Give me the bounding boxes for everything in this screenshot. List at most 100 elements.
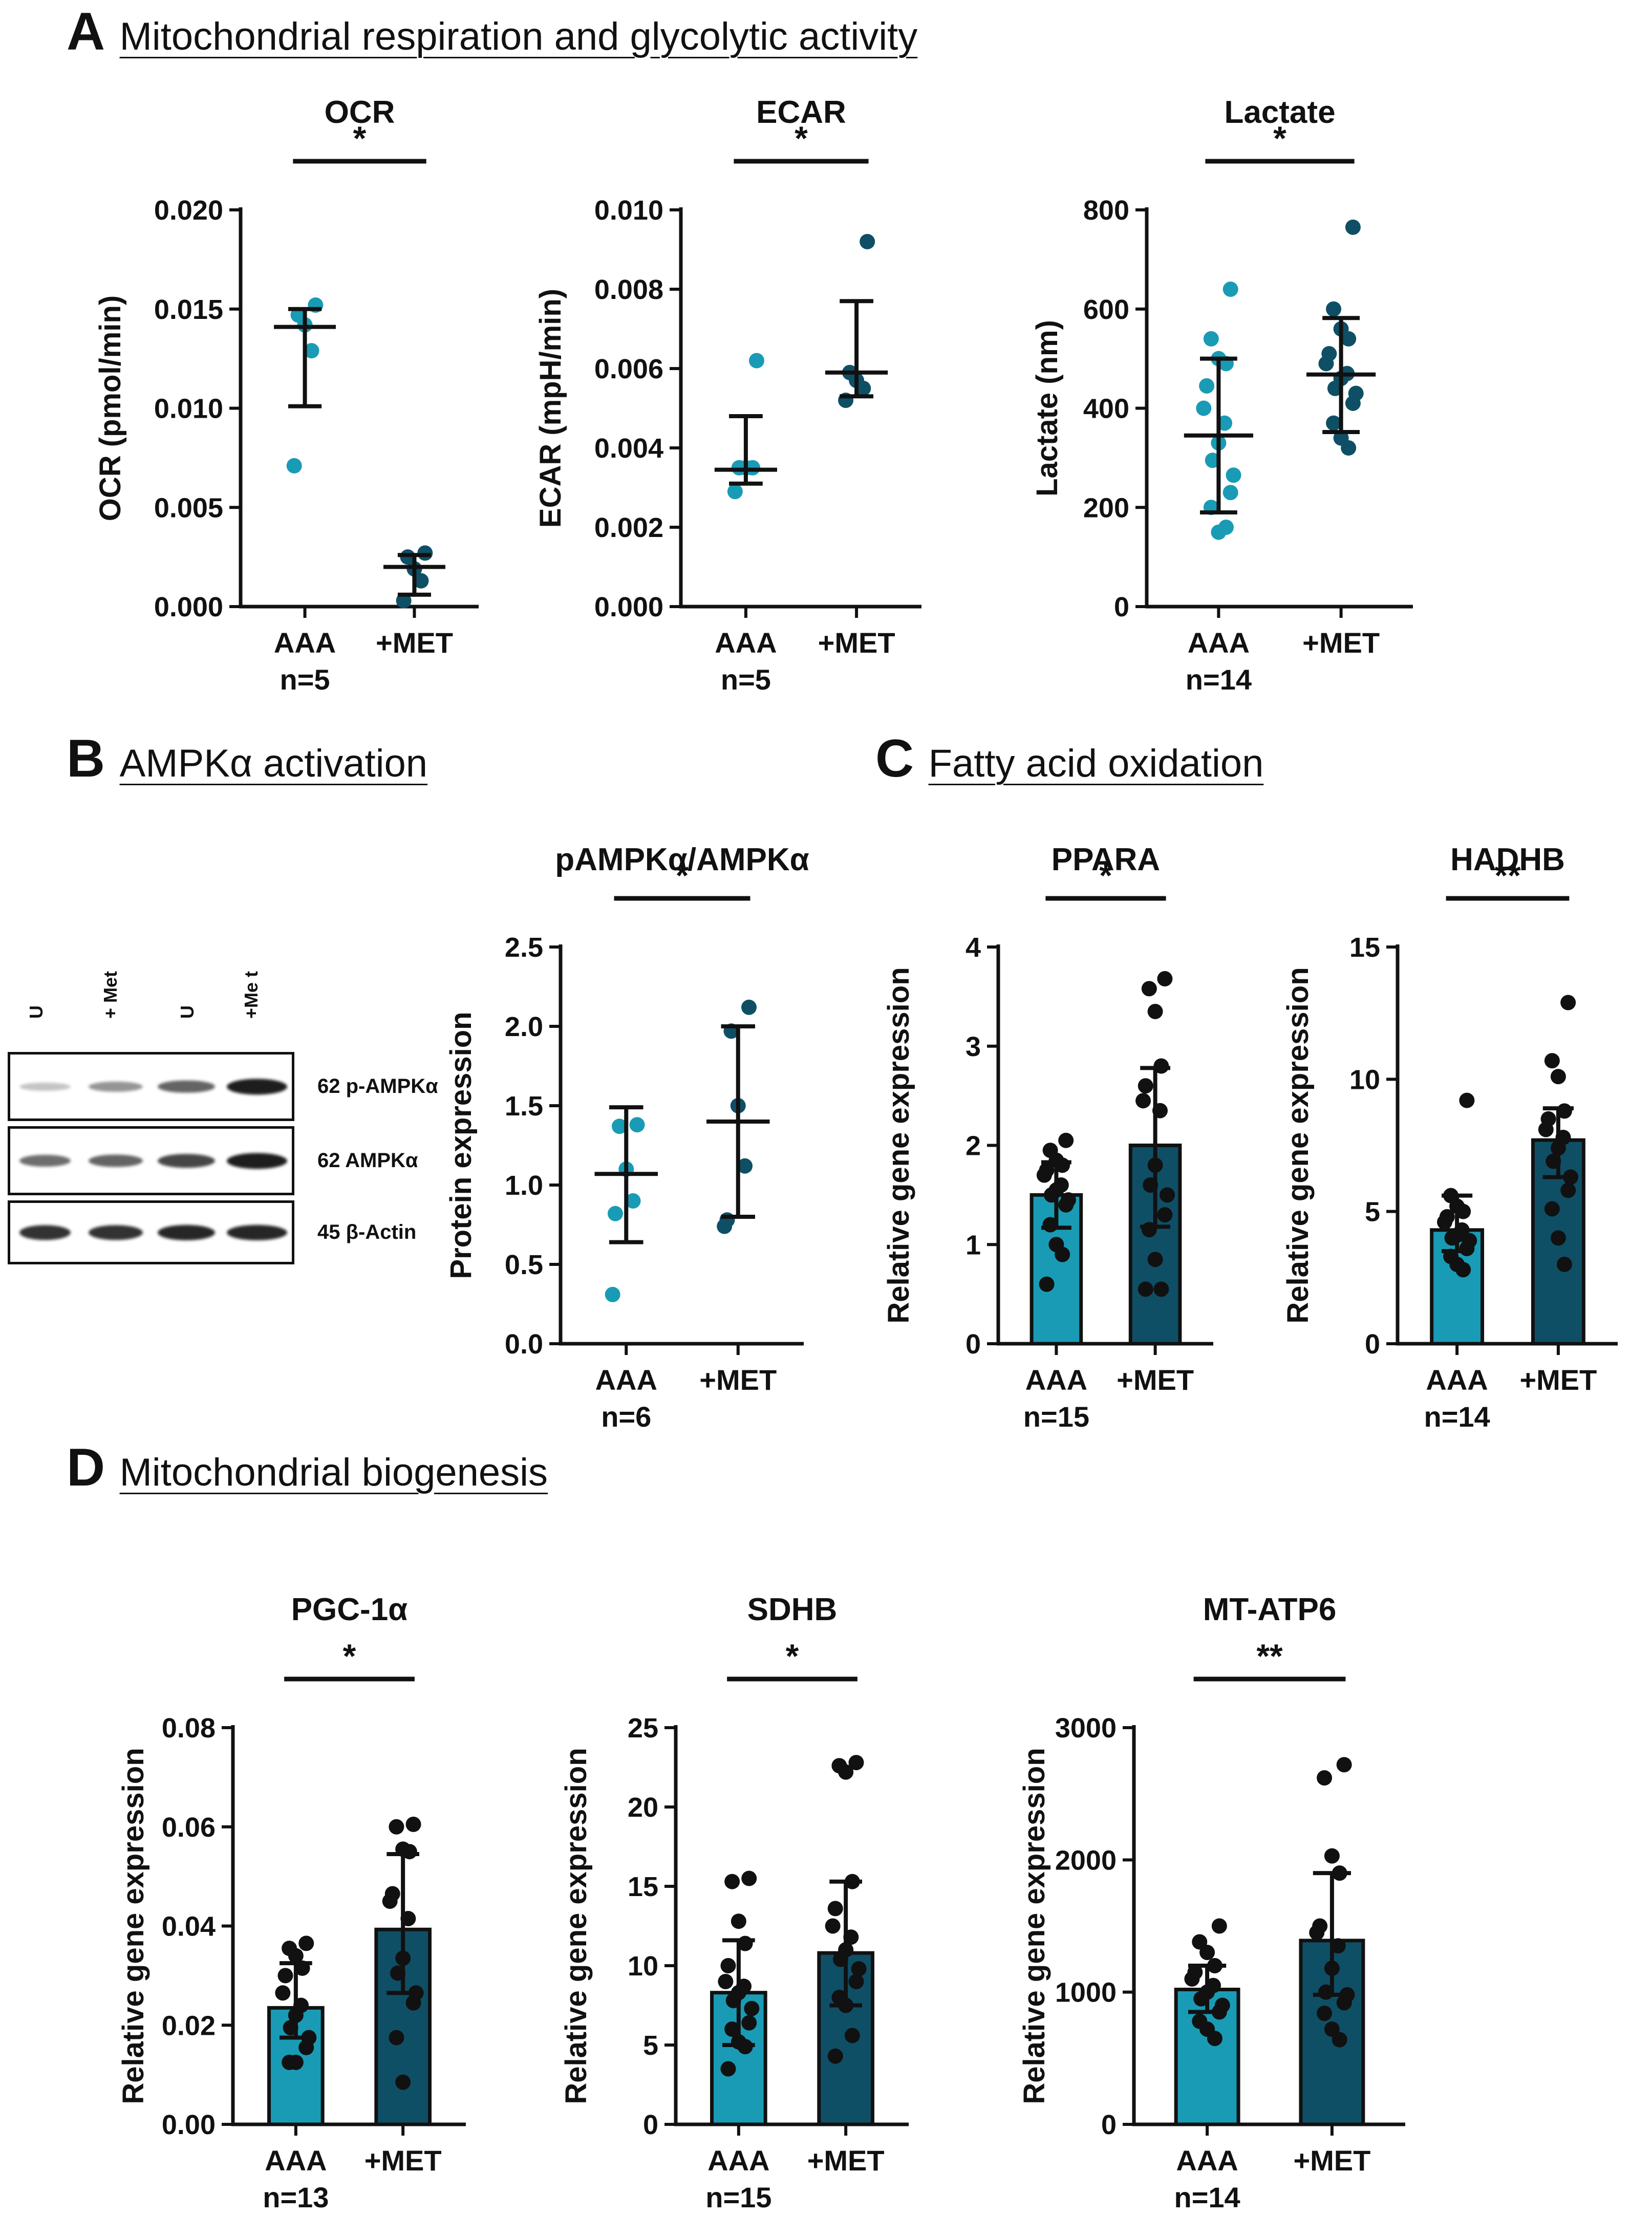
y-tick-label: 200 <box>1083 492 1129 523</box>
section-b-title: AMPKα activation <box>119 742 428 785</box>
data-point <box>1192 1934 1208 1950</box>
data-point <box>1341 331 1357 347</box>
data-point <box>625 1193 641 1209</box>
blot-row-p-ampk <box>8 1052 294 1121</box>
data-point <box>724 1874 740 1889</box>
data-point <box>744 2000 760 2016</box>
y-axis-label: Protein expression <box>444 1012 478 1279</box>
blot-band <box>227 1224 287 1240</box>
y-axis-label: Relative gene expression <box>117 1748 150 2104</box>
n-label: n=14 <box>1424 1401 1490 1433</box>
data-point <box>298 1935 314 1951</box>
x-tick-label: +MET <box>364 2144 442 2177</box>
blot-label: 45 β-Actin <box>317 1221 417 1243</box>
blot-row-ampk <box>8 1126 294 1195</box>
x-tick-label: AAA <box>595 1364 657 1396</box>
data-point <box>731 1913 746 1929</box>
y-tick-label: 0 <box>1101 2110 1117 2140</box>
significance-label: * <box>353 119 367 157</box>
data-point <box>1336 1995 1352 2011</box>
data-point <box>1550 1069 1566 1085</box>
significance-label: * <box>676 856 689 894</box>
y-tick-label: 0.0 <box>505 1329 543 1360</box>
y-tick-label: 0.015 <box>154 294 223 325</box>
western-blot: U + Met U +Me t 62 p-AMPKα 62 AMPKα 45 β… <box>0 952 461 1270</box>
data-point <box>825 1918 841 1934</box>
data-point <box>1157 1207 1173 1223</box>
data-point <box>1556 1257 1572 1272</box>
data-point <box>611 1118 627 1134</box>
y-tick-label: 2000 <box>1055 1845 1117 1876</box>
y-tick-label: 0 <box>643 2110 658 2140</box>
section-d-header: D Mitochondrial biogenesis <box>67 1441 548 1494</box>
bar <box>1029 1193 1083 1346</box>
y-tick-label: 0.004 <box>594 433 663 464</box>
y-tick-label: 1000 <box>1055 1977 1117 2008</box>
section-b-letter: B <box>67 729 105 788</box>
y-tick-label: 20 <box>628 1792 658 1823</box>
x-tick-label: AAA <box>265 2144 327 2177</box>
chart-title: ECAR <box>756 95 846 130</box>
data-point <box>1058 1197 1074 1213</box>
data-point <box>1309 1925 1325 1941</box>
data-point <box>1222 485 1238 501</box>
blot-row-actin <box>8 1200 294 1264</box>
data-point <box>1550 1230 1566 1246</box>
significance-label: ** <box>1494 856 1521 894</box>
y-axis-label: Relative gene expression <box>560 1748 593 2104</box>
data-point <box>405 1816 421 1832</box>
x-tick-label: AAA <box>715 627 777 659</box>
data-point <box>827 2048 843 2064</box>
chart-title: SDHB <box>747 1592 838 1627</box>
data-point <box>1055 1246 1070 1262</box>
data-point <box>1341 440 1357 456</box>
y-tick-label: 0.010 <box>154 394 223 424</box>
x-tick-label: +MET <box>699 1364 777 1396</box>
data-point <box>1141 981 1157 997</box>
y-tick-label: 5 <box>1365 1197 1380 1228</box>
data-point <box>1538 1122 1554 1137</box>
data-point <box>1193 1991 1209 2007</box>
y-tick-label: 3 <box>966 1031 981 1062</box>
data-point <box>413 573 429 589</box>
data-point <box>1560 1182 1576 1198</box>
data-point <box>1218 520 1234 535</box>
blot-band <box>158 1080 215 1093</box>
data-point <box>1318 356 1334 372</box>
data-point <box>727 484 743 500</box>
data-point <box>1039 1276 1055 1292</box>
data-point <box>1326 415 1342 431</box>
chart-title: OCR <box>325 95 395 130</box>
x-tick-label: AAA <box>1025 1364 1087 1396</box>
data-point <box>288 2054 304 2070</box>
y-tick-label: 0.00 <box>162 2110 216 2140</box>
n-label: n=13 <box>263 2181 329 2213</box>
significance-label: * <box>1273 119 1286 157</box>
blot-label: 62 AMPKα <box>317 1149 418 1172</box>
y-axis-label: Relative gene expression <box>882 967 915 1323</box>
data-point <box>737 1158 753 1174</box>
data-point <box>1160 1187 1175 1203</box>
data-point <box>1336 1757 1352 1773</box>
data-point <box>1147 1252 1163 1267</box>
y-tick-label: 600 <box>1083 294 1129 325</box>
blot-band <box>19 1224 71 1240</box>
blot-band <box>89 1154 143 1167</box>
data-point <box>1455 1203 1471 1219</box>
data-point <box>277 1968 293 1984</box>
data-point <box>1184 1971 1200 1987</box>
y-tick-label: 0.5 <box>505 1250 543 1280</box>
y-tick-label: 0.000 <box>594 592 663 622</box>
data-point <box>1544 1201 1560 1217</box>
data-point <box>304 343 319 359</box>
y-tick-label: 15 <box>1349 932 1380 963</box>
data-point <box>1036 1167 1052 1183</box>
section-a-header: A Mitochondrial respiration and glycolyt… <box>67 5 917 58</box>
data-point <box>848 1755 864 1771</box>
data-point <box>1544 1053 1560 1069</box>
data-point <box>1157 971 1173 986</box>
y-tick-label: 0.08 <box>162 1713 216 1744</box>
x-tick-label: +MET <box>1302 627 1380 659</box>
data-point <box>605 1286 620 1302</box>
